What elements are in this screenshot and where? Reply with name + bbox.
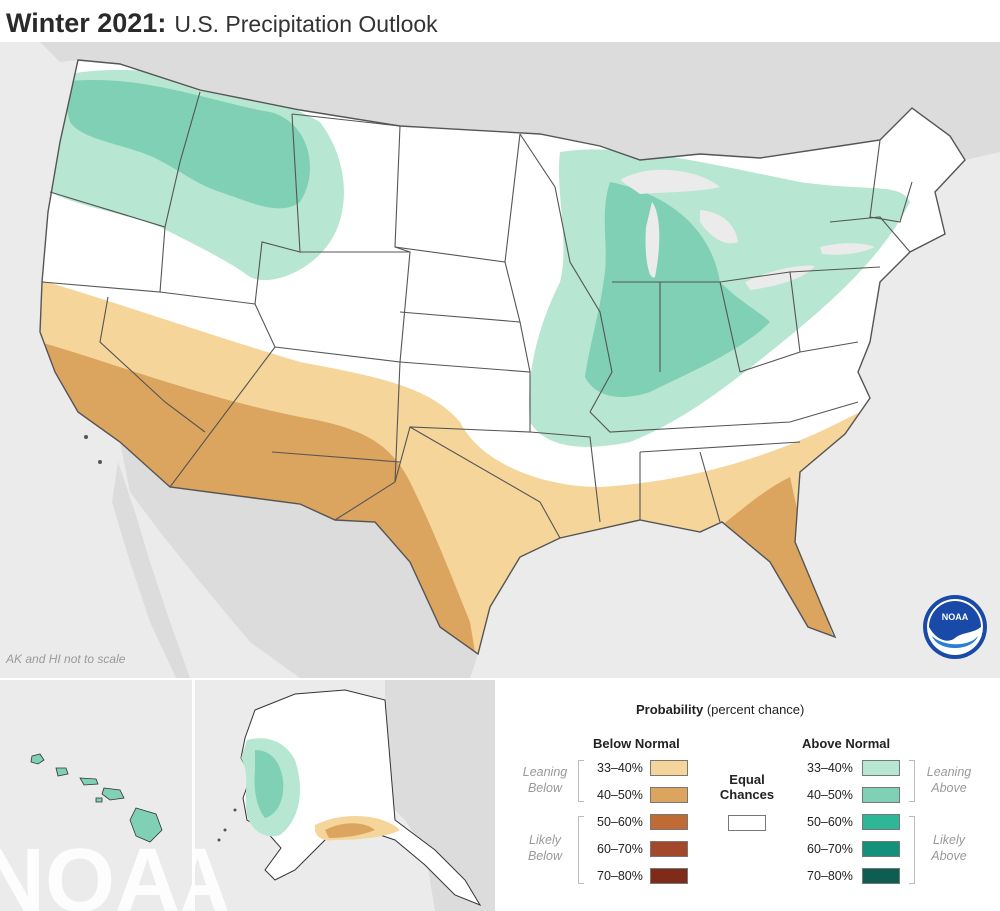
above-normal-swatch-3 — [862, 814, 900, 830]
above-normal-swatch-2 — [862, 787, 900, 803]
below-normal-label-5: 70–80% — [597, 869, 643, 883]
legend-title: Probability (percent chance) — [636, 702, 805, 717]
leaning-below-label: Leaning Below — [522, 765, 568, 795]
below-normal-label-4: 60–70% — [597, 842, 643, 856]
below-normal-swatch-2 — [650, 787, 688, 803]
ohio-valley-above-40-50 — [585, 182, 770, 397]
title-sub: U.S. Precipitation Outlook — [174, 11, 438, 37]
lake-ontario — [820, 243, 875, 255]
likely-below-bracket — [578, 816, 584, 884]
below-normal-label-2: 40–50% — [597, 788, 643, 802]
above-normal-swatch-4 — [862, 841, 900, 857]
baja-california — [112, 462, 190, 678]
scale-note: AK and HI not to scale — [6, 652, 126, 666]
alaska-inset-map: NOAA — [195, 680, 495, 911]
below-normal-heading: Below Normal — [593, 736, 680, 751]
alaska-south-below-40-50 — [325, 823, 375, 838]
likely-above-label: Likely Above — [931, 833, 967, 863]
lake-huron — [700, 210, 738, 244]
likely-below-label: Likely Below — [527, 833, 563, 863]
above-normal-label-2: 40–50% — [807, 788, 853, 802]
conus-precipitation-map — [0, 42, 1000, 678]
hawaii-island-molokai — [79, 777, 99, 786]
above-normal-label-4: 60–70% — [807, 842, 853, 856]
noaa-watermark-alaska: NOAA — [195, 831, 230, 911]
leaning-above-bracket — [909, 760, 915, 802]
canada-yukon — [385, 680, 495, 911]
below-normal-swatch-4 — [650, 841, 688, 857]
below-normal-swatch-1 — [650, 760, 688, 776]
lake-superior — [620, 169, 720, 194]
above-normal-label-3: 50–60% — [807, 815, 853, 829]
leaning-below-bracket — [578, 760, 584, 802]
above-normal-swatch-5 — [862, 868, 900, 884]
above-normal-label-1: 33–40% — [807, 761, 853, 775]
noaa-logo-text: NOAA — [942, 612, 969, 622]
hawaii-island-big — [129, 807, 163, 843]
above-normal-heading: Above Normal — [802, 736, 891, 751]
lake-michigan — [645, 202, 660, 278]
state-borders — [39, 59, 966, 656]
likely-above-bracket — [909, 816, 915, 884]
below-normal-swatch-5 — [650, 868, 688, 884]
hawaii-island-oahu — [55, 767, 69, 777]
above-normal-label-5: 70–80% — [807, 869, 853, 883]
noaa-watermark: NOAA — [0, 831, 192, 911]
equal-chances-swatch — [728, 815, 766, 831]
below-normal-label-3: 50–60% — [597, 815, 643, 829]
hawaii-inset-map: NOAA — [0, 680, 192, 911]
leaning-above-label: Leaning Above — [926, 765, 972, 795]
hawaii-island-maui — [101, 787, 125, 801]
legend-panel: Probability (percent chance) Below Norma… — [497, 680, 1000, 911]
page-title: Winter 2021: U.S. Precipitation Outlook — [6, 4, 438, 42]
below-normal-label-1: 33–40% — [597, 761, 643, 775]
noaa-logo-icon: NOAA — [923, 595, 987, 659]
title-main: Winter 2021: — [6, 8, 167, 38]
below-normal-swatch-3 — [650, 814, 688, 830]
mexico-landmass — [120, 442, 478, 678]
equal-chances-label: Equal Chances — [719, 772, 775, 802]
canada-landmass — [0, 42, 1000, 160]
above-normal-swatch-1 — [862, 760, 900, 776]
hawaii-island-lanai — [95, 797, 103, 803]
alaska-west-above-40-50 — [254, 750, 284, 818]
hawaii-island-kauai — [30, 753, 45, 765]
